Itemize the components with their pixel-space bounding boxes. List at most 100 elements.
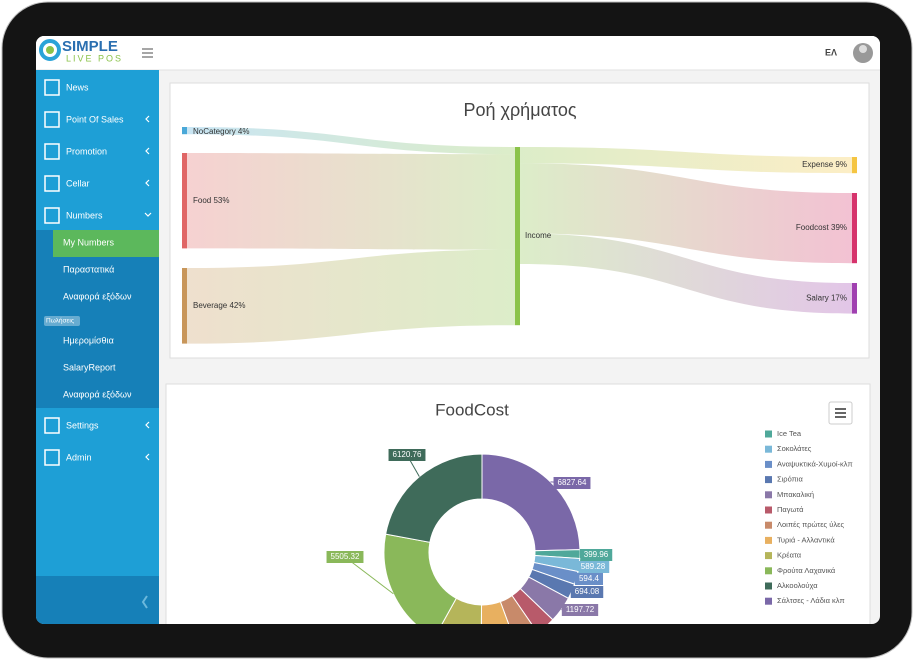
sankey-node — [182, 153, 187, 249]
menu-icon — [44, 111, 60, 128]
legend-item[interactable]: Κρέατα — [777, 551, 802, 560]
submenu-item[interactable]: Αναφορά εξόδων — [63, 291, 132, 301]
legend-item[interactable]: Φρούτα Λαχανικά — [777, 566, 836, 575]
menu-icon — [44, 417, 60, 434]
data-label-bg — [326, 551, 364, 563]
donut-slice — [480, 601, 517, 624]
chevron — [145, 179, 150, 187]
logo-top: SIMPLE — [62, 38, 118, 55]
data-label-bg — [570, 586, 604, 598]
data-label: 694.08 — [575, 587, 600, 596]
submenu-item[interactable]: SalaryReport — [63, 362, 116, 372]
logo-bottom: LIVE POS — [66, 53, 123, 63]
sankey-label: Salary 17% — [806, 293, 847, 302]
menu-icon — [44, 175, 60, 192]
group-badge-bg — [44, 316, 80, 326]
sankey-link — [520, 233, 852, 314]
legend-item[interactable]: Ice Tea — [777, 429, 802, 438]
legend-item[interactable]: Λοιπές πρώτες ύλες — [777, 520, 844, 529]
legend-item[interactable]: Σοκολάτες — [777, 444, 812, 453]
legend-swatch — [765, 552, 772, 560]
leader-line — [344, 556, 394, 595]
sankey-link — [187, 153, 515, 250]
legend-item[interactable]: Παγωτά — [777, 505, 804, 514]
sankey-label: Food 53% — [193, 196, 229, 205]
data-label-bg — [561, 604, 599, 616]
collapse-button[interactable] — [141, 595, 148, 609]
legend-swatch — [765, 476, 772, 484]
data-label: 5505.32 — [331, 552, 360, 561]
sankey-node — [182, 268, 187, 344]
sankey-label: NoCategory 4% — [193, 127, 249, 136]
donut-slice — [481, 453, 581, 552]
data-label-bg — [388, 449, 426, 461]
top-bar — [36, 36, 880, 70]
legend-item[interactable]: Αλκοολούχα — [777, 581, 818, 590]
sankey-link — [187, 127, 515, 155]
chart-menu-button[interactable] — [828, 401, 853, 425]
sankey-node — [852, 193, 857, 264]
sankey-node — [182, 127, 187, 135]
submenu-bg — [36, 230, 159, 408]
menu-toggle[interactable] — [142, 48, 153, 58]
logo-icon — [39, 39, 61, 61]
legend-swatch — [765, 491, 772, 499]
data-label: 589.28 — [581, 562, 606, 571]
chevron-down — [144, 212, 152, 217]
submenu-item[interactable]: My Numbers — [63, 237, 115, 247]
legend-swatch — [765, 521, 772, 529]
sankey-title: Ροή χρήματος — [463, 100, 576, 120]
menu-item[interactable]: Admin — [66, 452, 92, 462]
data-label: 399.96 — [584, 550, 609, 559]
legend-swatch — [765, 567, 772, 575]
menu-item[interactable]: Promotion — [66, 146, 107, 156]
screen: SIMPLE LIVE POS ΕΛ Ροή χρήματος FoodCost… — [36, 36, 880, 624]
sankey-label: Beverage 42% — [193, 301, 245, 310]
sankey-node — [515, 147, 520, 326]
sidebar-footer — [36, 576, 159, 624]
language[interactable]: ΕΛ — [825, 47, 837, 57]
avatar-head — [859, 45, 867, 53]
data-label-bg — [579, 549, 613, 561]
menu-item[interactable]: News — [66, 82, 89, 92]
legend-swatch — [765, 536, 772, 544]
sankey-label: Income — [525, 231, 552, 240]
sankey-label: Foodcost 39% — [796, 223, 847, 232]
sankey-label: Expense 9% — [802, 160, 847, 169]
legend-item[interactable]: Τυριά - Αλλαντικά — [777, 535, 835, 544]
chevron — [145, 421, 150, 429]
legend-swatch — [765, 430, 772, 438]
legend-swatch — [765, 445, 772, 453]
donut-slice — [385, 453, 483, 543]
chevron — [145, 115, 150, 123]
sankey-node — [852, 157, 857, 174]
logo-icon-dot — [46, 46, 54, 54]
data-label: 594.4 — [579, 574, 600, 583]
sankey-link — [520, 163, 852, 264]
data-label-bg — [574, 573, 604, 585]
menu-icon — [44, 449, 60, 466]
menu-item[interactable]: Settings — [66, 420, 99, 430]
submenu-item[interactable]: Παραστατικά — [63, 264, 114, 274]
sankey-link — [187, 249, 515, 344]
legend-item[interactable]: Μπακαλική — [777, 490, 814, 499]
submenu-item[interactable]: Ημερομίσθια — [63, 335, 114, 345]
data-label: 6120.76 — [393, 450, 422, 459]
chevron — [145, 147, 150, 155]
menu-item[interactable]: Cellar — [66, 178, 90, 188]
sankey-node — [852, 283, 857, 314]
legend-item[interactable]: Σιρόπια — [777, 475, 803, 484]
group-badge: Πωλήσεις — [46, 318, 74, 325]
legend-swatch — [765, 597, 772, 605]
data-label-bg — [576, 561, 610, 573]
menu-item[interactable]: Numbers — [66, 210, 103, 220]
menu-icon — [44, 207, 60, 224]
sankey-link — [520, 147, 852, 174]
submenu-item[interactable]: Αναφορά εξόδων — [63, 389, 132, 399]
legend-item[interactable]: Σάλτσες - Λάδια κλπ — [777, 596, 845, 605]
legend-item[interactable]: Αναψυκτικά-Χυμοί-κλπ — [777, 459, 853, 468]
data-label: 1197.72 — [566, 605, 595, 614]
menu-item[interactable]: Point Of Sales — [66, 114, 124, 124]
